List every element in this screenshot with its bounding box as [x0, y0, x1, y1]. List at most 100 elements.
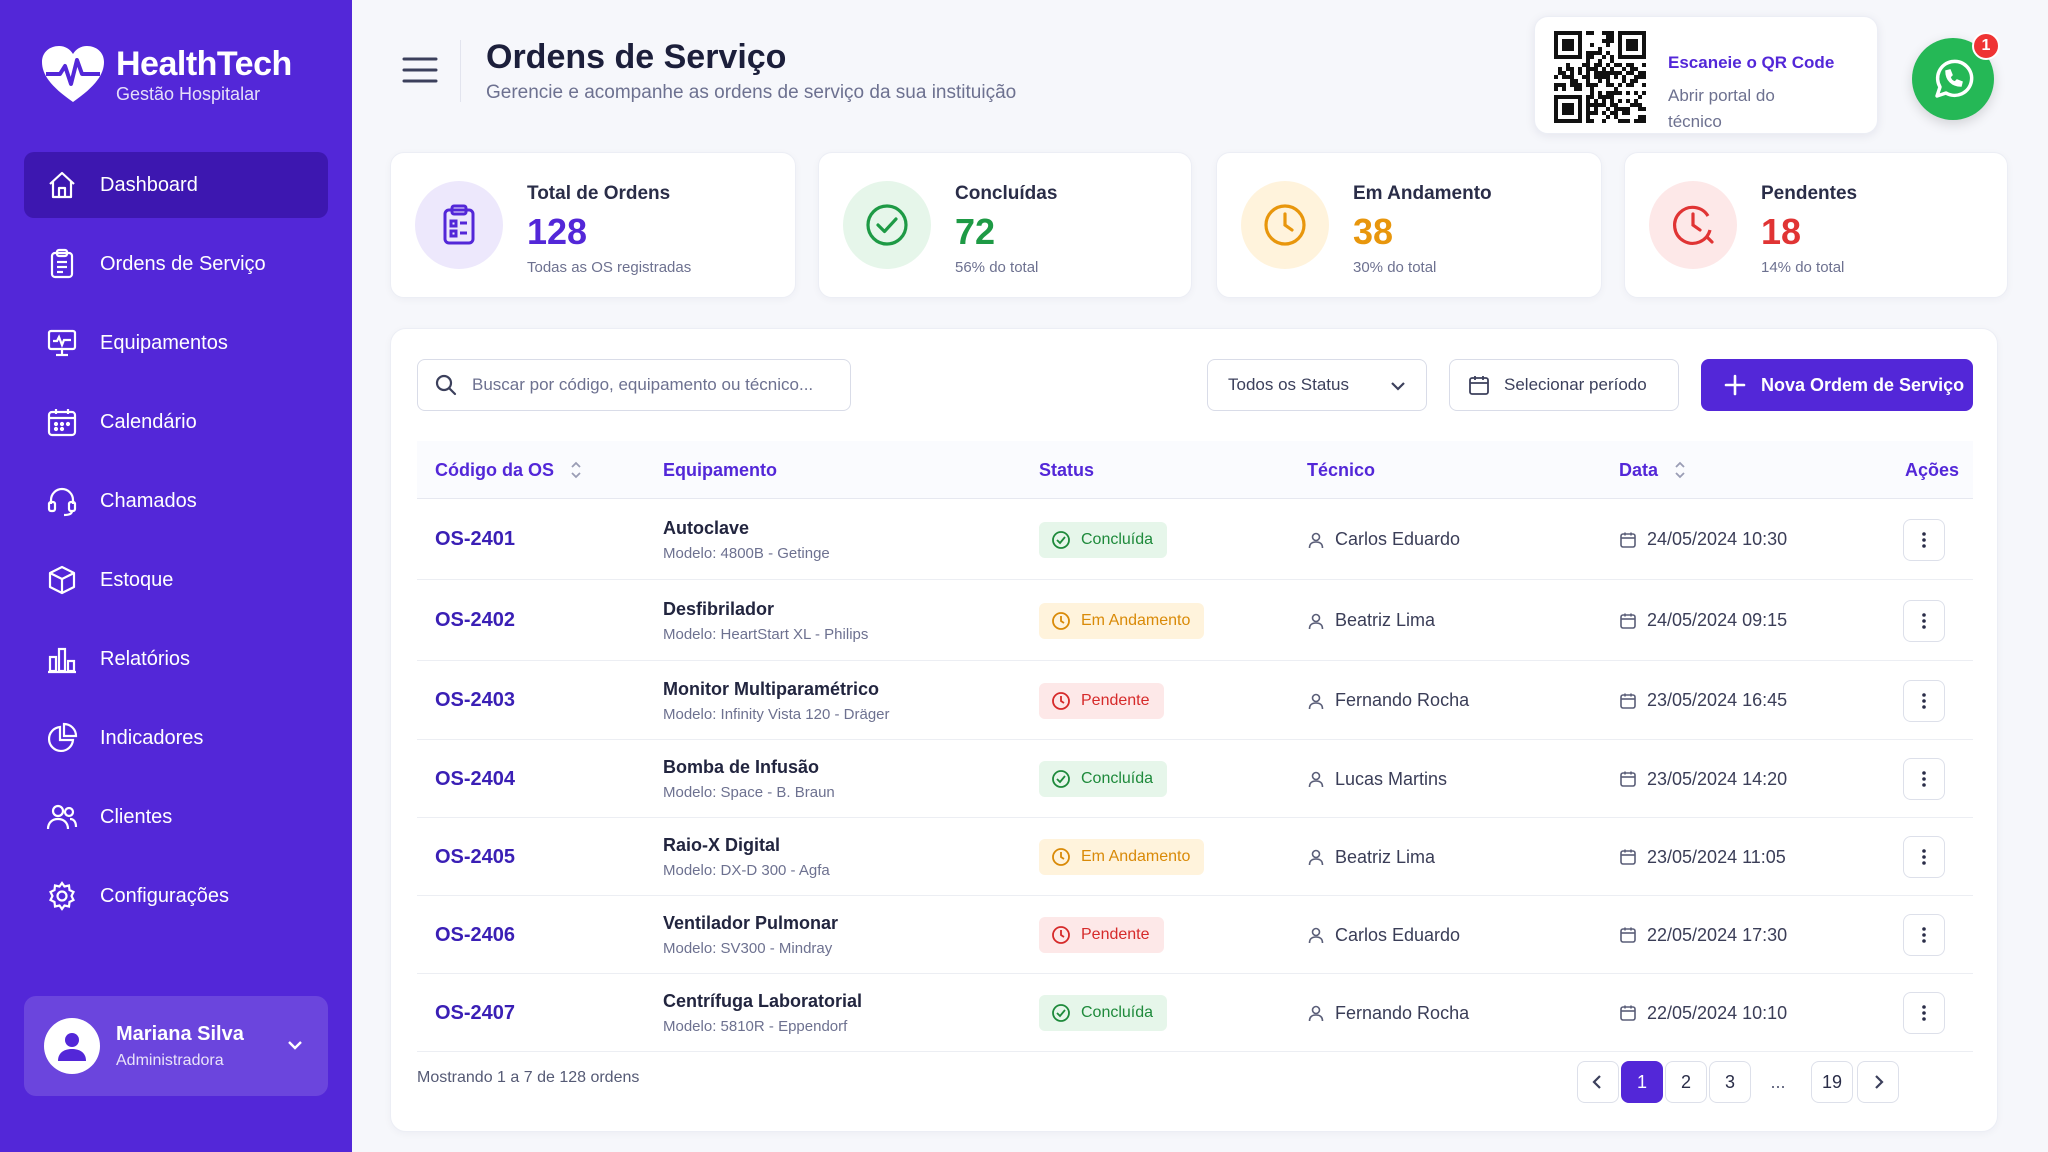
- check-circle-icon: [1052, 530, 1070, 549]
- column-header-code[interactable]: Código da OS: [435, 441, 584, 499]
- order-code-link[interactable]: OS-2401: [435, 528, 516, 550]
- box-icon: [48, 565, 76, 595]
- sidebar-item-label: Clientes: [100, 805, 173, 828]
- pie-chart-icon: [47, 722, 78, 753]
- cell-equipment: Centrífuga Laboratorial Modelo: 5810R - E…: [663, 974, 862, 1052]
- table-header: Código da OS Equipamento Status Técnico …: [417, 441, 1973, 499]
- sidebar-item-dashboard[interactable]: Dashboard: [24, 152, 328, 218]
- calendar-icon: [1469, 376, 1489, 395]
- row-actions-button[interactable]: [1903, 836, 1945, 878]
- row-actions-button[interactable]: [1903, 914, 1945, 956]
- order-code-link[interactable]: OS-2403: [435, 689, 516, 711]
- hamburger-menu-icon[interactable]: [402, 52, 438, 88]
- search-input[interactable]: [472, 375, 842, 395]
- cell-equipment: Autoclave Modelo: 4800B - Getinge: [663, 499, 830, 580]
- stat-value: 38: [1353, 211, 1394, 252]
- cell-code: OS-2404: [435, 740, 515, 818]
- page-button-last[interactable]: 19: [1811, 1061, 1853, 1103]
- stat-card-concluidas: Concluídas 72 56% do total: [818, 152, 1192, 298]
- table-row[interactable]: OS-2401 Autoclave Modelo: 4800B - Getinge C…: [417, 499, 1973, 580]
- sidebar-item-configuracoes[interactable]: Configurações: [24, 863, 328, 929]
- clock-icon: [1264, 204, 1306, 246]
- plus-icon: [1724, 374, 1746, 396]
- order-code-link[interactable]: OS-2404: [435, 767, 516, 790]
- equipment-name: Ventilador Pulmonar: [663, 913, 839, 933]
- row-actions-button[interactable]: [1903, 758, 1945, 800]
- table-row[interactable]: OS-2402 Desfibrilador Modelo: HeartStart X…: [417, 580, 1973, 661]
- sidebar-item-label: Dashboard: [100, 173, 198, 196]
- sidebar-item-label: Ordens de Serviço: [100, 252, 266, 275]
- sidebar-item-label: Calendário: [100, 410, 197, 433]
- check-circle-icon: [1052, 1004, 1070, 1022]
- sidebar-item-equipamentos[interactable]: Equipamentos: [24, 310, 328, 376]
- page-button-1[interactable]: 1: [1621, 1061, 1663, 1103]
- cell-date: 24/05/2024 10:30: [1619, 499, 1787, 580]
- order-date: 24/05/2024 10:30: [1647, 529, 1788, 549]
- clock-icon: [1052, 848, 1070, 866]
- table-row[interactable]: OS-2405 Raio-X Digital Modelo: DX-D 300 - …: [417, 818, 1973, 896]
- more-vertical-icon: [1922, 849, 1926, 865]
- clock-icon: [1052, 611, 1070, 630]
- stat-card-andamento: Em Andamento 38 30% do total: [1216, 152, 1602, 298]
- next-page-button[interactable]: [1857, 1061, 1899, 1103]
- sidebar-item-calendario[interactable]: Calendário: [24, 389, 328, 455]
- table-row[interactable]: OS-2403 Monitor Multiparamétrico Modelo: I…: [417, 661, 1973, 740]
- sidebar-item-label: Indicadores: [100, 726, 204, 749]
- sidebar-item-clientes[interactable]: Clientes: [24, 784, 328, 850]
- equipment-name: Desfibrilador: [663, 598, 775, 619]
- row-actions-button[interactable]: [1903, 679, 1945, 722]
- stat-icon-bg: [843, 181, 931, 269]
- sidebar-item-ordens[interactable]: Ordens de Serviço: [24, 231, 328, 297]
- cell-date: 24/05/2024 09:15: [1619, 580, 1787, 661]
- page-button-3[interactable]: 3: [1709, 1061, 1751, 1103]
- more-vertical-icon: [1922, 692, 1926, 709]
- row-actions-button[interactable]: [1903, 992, 1945, 1034]
- page-subtitle: Gerencie e acompanhe as ordens de serviç…: [486, 82, 1017, 103]
- sidebar-nav: Dashboard Ordens de Serviço Equipamentos…: [24, 152, 328, 942]
- user-menu[interactable]: Mariana Silva Administradora: [24, 996, 328, 1096]
- status-badge: Em Andamento: [1039, 839, 1205, 875]
- status-filter-select[interactable]: Todos os Status: [1207, 359, 1427, 411]
- clipboard-icon: [443, 204, 475, 245]
- order-code-link[interactable]: OS-2406: [435, 923, 516, 946]
- period-picker[interactable]: Selecionar período: [1449, 359, 1679, 411]
- column-header-date[interactable]: Data: [1619, 441, 1688, 499]
- order-code-link[interactable]: OS-2407: [435, 1001, 516, 1024]
- heart-pulse-icon: [42, 46, 104, 102]
- order-code-link[interactable]: OS-2405: [435, 845, 516, 868]
- stat-label: Concluídas: [955, 183, 1058, 204]
- page-button-2[interactable]: 2: [1665, 1061, 1707, 1103]
- header-divider: [460, 40, 461, 102]
- table-row[interactable]: OS-2406 Ventilador Pulmonar Modelo: SV300 …: [417, 896, 1973, 974]
- cell-equipment: Monitor Multiparamétrico Modelo: Infinity…: [663, 661, 890, 740]
- column-header-actions: Ações: [1905, 441, 1959, 499]
- status-label: Concluída: [1081, 770, 1154, 787]
- column-header-label: Código da OS: [435, 459, 554, 480]
- order-code-link[interactable]: OS-2402: [435, 609, 516, 631]
- equipment-model: Modelo: 5810R - Eppendorf: [663, 1018, 848, 1035]
- sidebar-item-chamados[interactable]: Chamados: [24, 468, 328, 534]
- column-header-equipment: Equipamento: [663, 441, 777, 499]
- status-badge: Concluída: [1039, 995, 1168, 1031]
- user-icon: [1308, 532, 1324, 548]
- sidebar-item-relatorios[interactable]: Relatórios: [24, 626, 328, 692]
- sidebar-item-estoque[interactable]: Estoque: [24, 547, 328, 613]
- stat-card-pendentes: Pendentes 18 14% do total: [1624, 152, 2008, 298]
- qr-code-card[interactable]: Escaneie o QR Code Abrir portal do técni…: [1534, 16, 1878, 134]
- table-row[interactable]: OS-2404 Bomba de Infusão Modelo: Space - B…: [417, 740, 1973, 818]
- stat-icon-bg: [1649, 181, 1737, 269]
- calendar-icon: [47, 409, 77, 437]
- stat-icon-bg: [1241, 181, 1329, 269]
- table-row[interactable]: OS-2407 Centrífuga Laboratorial Modelo: 58…: [417, 974, 1973, 1052]
- row-actions-button[interactable]: [1903, 599, 1945, 642]
- order-date: 22/05/2024 10:10: [1647, 1002, 1788, 1023]
- status-badge: Em Andamento: [1039, 602, 1205, 639]
- new-order-button[interactable]: Nova Ordem de Serviço: [1701, 359, 1973, 411]
- prev-page-button[interactable]: [1577, 1061, 1619, 1103]
- sidebar-item-label: Estoque: [100, 568, 174, 591]
- check-circle-icon: [1052, 770, 1070, 788]
- search-box[interactable]: [417, 359, 851, 411]
- sidebar-item-indicadores[interactable]: Indicadores: [24, 705, 328, 771]
- row-actions-button[interactable]: [1903, 518, 1945, 561]
- logo: HealthTech Gestão Hospitalar: [40, 44, 292, 106]
